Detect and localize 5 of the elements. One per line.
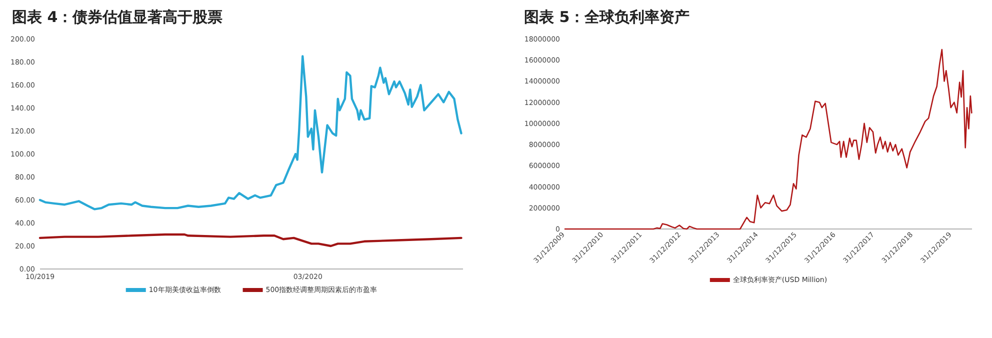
- line-series: [38, 233, 462, 248]
- chart-title: 图表 4：债券估值显著高于股票: [12, 8, 223, 26]
- line-series: [564, 48, 972, 230]
- chart-title: 图表 5：全球负利率资产: [524, 8, 690, 26]
- line-series: [38, 55, 462, 210]
